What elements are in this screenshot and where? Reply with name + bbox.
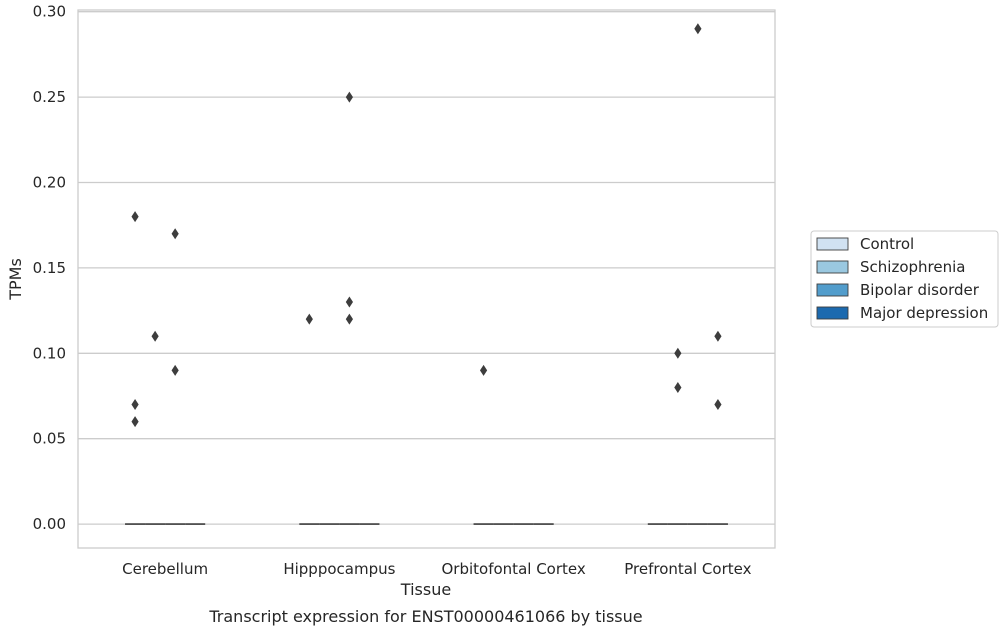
outlier-point: [674, 347, 682, 359]
legend-entry-label: Control: [860, 235, 914, 253]
legend: Control Schizophrenia Bipolar disorder Majo…: [810, 230, 999, 328]
y-tick-label: 0.05: [33, 430, 66, 448]
outlier-point: [305, 313, 313, 325]
y-tick-label: 0.10: [33, 344, 66, 362]
y-tick-labels: 0.00 0.05 0.10 0.15 0.20 0.25 0.30: [33, 3, 66, 533]
x-tick-labels: Cerebellum Hipppocampus Orbitofontal Corte…: [122, 560, 751, 578]
outlier-point: [479, 364, 488, 376]
x-tick-label: Cerebellum: [122, 560, 208, 578]
chart-title: Transcript expression for ENST0000046106…: [208, 607, 642, 626]
outlier-point: [345, 313, 353, 325]
outlier-point: [714, 399, 722, 411]
y-tick-label: 0.30: [33, 3, 66, 21]
y-gridlines: [78, 11, 775, 525]
legend-entry-label: Schizophrenia: [860, 258, 965, 276]
legend-swatch: [816, 306, 849, 320]
outlier-point: [131, 416, 139, 428]
outlier-point: [714, 330, 722, 342]
legend-swatch: [816, 283, 849, 297]
outlier-point: [171, 228, 179, 240]
outlier-point: [345, 296, 353, 308]
outlier-point: [131, 399, 139, 411]
outlier-points: [131, 23, 722, 428]
y-axis-label: TPMs: [6, 258, 25, 301]
y-tick-label: 0.00: [33, 515, 66, 533]
x-tick-label: Prefrontal Cortex: [624, 560, 751, 578]
outlier-point: [151, 330, 159, 342]
legend-frame: [810, 230, 999, 328]
legend-swatch: [816, 237, 849, 251]
y-tick-label: 0.20: [33, 174, 66, 192]
legend-entries: Control Schizophrenia Bipolar disorder Majo…: [816, 235, 988, 322]
legend-swatch: [816, 260, 849, 274]
outlier-point: [345, 91, 353, 103]
outlier-point: [694, 23, 702, 35]
plot-area-frame: [77, 9, 776, 549]
x-axis-label: Tissue: [400, 580, 451, 599]
x-tick-label: Orbitofontal Cortex: [442, 560, 586, 578]
outlier-point: [131, 211, 139, 223]
x-tick-label: Hipppocampus: [283, 560, 395, 578]
y-tick-label: 0.25: [33, 88, 66, 106]
legend-entry-label: Major depression: [860, 304, 988, 322]
outlier-point: [171, 364, 179, 376]
outlier-point: [674, 381, 682, 393]
legend-entry-label: Bipolar disorder: [860, 281, 980, 299]
y-tick-label: 0.15: [33, 259, 66, 277]
